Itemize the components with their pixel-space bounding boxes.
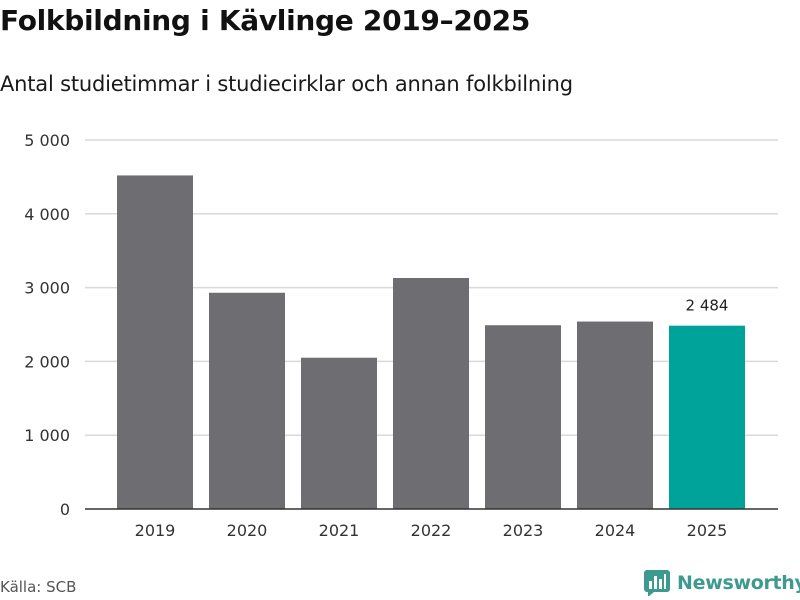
bar-2019 bbox=[117, 175, 193, 509]
chart-subtitle: Antal studietimmar i studiecirklar och a… bbox=[0, 72, 573, 96]
bars bbox=[117, 175, 745, 509]
y-tick-label: 4 000 bbox=[24, 205, 70, 224]
labels: 0 1 000 2 000 3 000 4 000 5 000 2019 2020 2021 20… bbox=[24, 131, 728, 540]
y-tick-label: 1 000 bbox=[24, 426, 70, 445]
y-tick-label: 0 bbox=[60, 500, 70, 519]
brand-logo: Newsworthy bbox=[644, 570, 800, 596]
source-note: Källa: SCB bbox=[0, 578, 77, 596]
y-tick-label: 2 000 bbox=[24, 352, 70, 371]
y-tick-label: 3 000 bbox=[24, 279, 70, 298]
bar-2025 bbox=[669, 325, 745, 509]
bar-chart-logo-icon bbox=[644, 570, 670, 596]
x-tick-label: 2022 bbox=[411, 521, 452, 540]
bar-2024 bbox=[577, 321, 653, 509]
bar-2022 bbox=[393, 278, 469, 509]
x-tick-label: 2021 bbox=[319, 521, 360, 540]
data-label: 2 484 bbox=[686, 297, 729, 315]
bar-2021 bbox=[301, 357, 377, 509]
x-tick-label: 2023 bbox=[503, 521, 544, 540]
x-tick-label: 2025 bbox=[687, 521, 728, 540]
y-tick-label: 5 000 bbox=[24, 131, 70, 150]
brand-name: Newsworthy bbox=[677, 572, 800, 594]
x-tick-label: 2024 bbox=[595, 521, 636, 540]
bar-2020 bbox=[209, 292, 285, 509]
bar-2023 bbox=[485, 325, 561, 509]
x-tick-label: 2019 bbox=[135, 521, 176, 540]
chart-title: Folkbildning i Kävlinge 2019–2025 bbox=[0, 4, 531, 37]
x-tick-label: 2020 bbox=[227, 521, 268, 540]
